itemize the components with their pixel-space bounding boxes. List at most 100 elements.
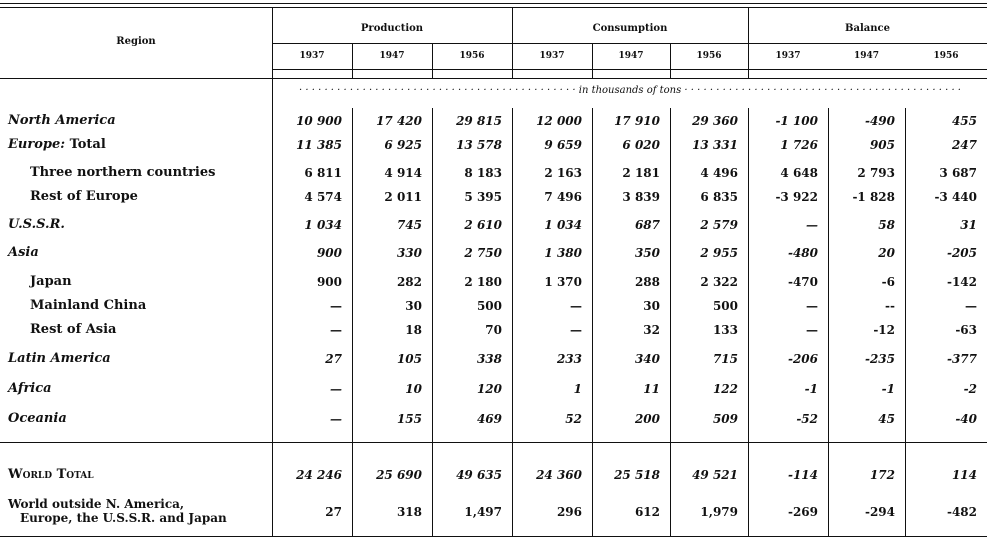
table-cell: — <box>570 323 582 337</box>
table-cell: 133 <box>712 323 738 337</box>
table-cell: 2 610 <box>464 218 502 232</box>
table-cell: — <box>806 323 818 337</box>
column-rule <box>352 108 353 536</box>
table-cell: 340 <box>634 352 660 366</box>
row-label: Latin America <box>8 351 111 366</box>
table-cell: 1 370 <box>544 275 582 289</box>
table-cell: — <box>330 412 342 426</box>
table-cell: 2 181 <box>622 166 660 180</box>
column-rule <box>272 7 273 536</box>
table-cell: 612 <box>634 505 660 519</box>
table-cell: 687 <box>634 218 660 232</box>
table-cell: 233 <box>556 352 582 366</box>
row-label: Europe, the U.S.S.R. and Japan <box>20 511 227 525</box>
row-label: Japan <box>30 274 72 289</box>
table-cell: -3 440 <box>934 190 977 204</box>
year-header: 1956 <box>933 51 959 61</box>
column-rule <box>592 108 593 536</box>
table-cell: 6 811 <box>304 166 342 180</box>
table-cell: 30 <box>405 299 422 313</box>
table-cell: 58 <box>878 218 895 232</box>
table-cell: 10 <box>405 382 422 396</box>
table-cell: 900 <box>316 275 342 289</box>
table-cell: 122 <box>712 382 738 396</box>
table-cell: 1 726 <box>780 138 818 152</box>
row-label: Oceania <box>8 411 67 426</box>
rule <box>272 43 987 44</box>
rule <box>0 3 987 4</box>
row-label: Mainland China <box>30 298 147 313</box>
table-cell: -40 <box>955 412 977 426</box>
table-cell: -6 <box>881 275 895 289</box>
table-cell: 455 <box>951 114 977 128</box>
table-cell: 105 <box>396 352 422 366</box>
table-cell: -269 <box>787 505 818 519</box>
table-cell: -482 <box>946 505 977 519</box>
year-header: 1937 <box>775 51 801 61</box>
table-cell: 155 <box>396 412 422 426</box>
table-cell: 3 687 <box>939 166 977 180</box>
table-cell: 20 <box>878 246 895 260</box>
table-cell: 318 <box>396 505 422 519</box>
table-cell: 11 <box>643 382 660 396</box>
table-cell: 2 793 <box>857 166 895 180</box>
table-cell: 2 322 <box>700 275 738 289</box>
table-cell: -63 <box>955 323 977 337</box>
table-cell: 2 579 <box>700 218 738 232</box>
table-cell: 32 <box>643 323 660 337</box>
column-rule <box>352 44 353 78</box>
table-cell: 27 <box>325 505 342 519</box>
table-cell: 6 020 <box>622 138 660 152</box>
table-cell: 715 <box>712 352 738 366</box>
row-label: Rest of Asia <box>30 322 117 337</box>
table-cell: 27 <box>325 352 342 366</box>
table-cell: 1 034 <box>544 218 582 232</box>
table-cell: -- <box>885 299 895 313</box>
table-cell: — <box>806 299 818 313</box>
table-cell: 247 <box>951 138 977 152</box>
table-cell: — <box>806 218 818 232</box>
table-cell: 200 <box>634 412 660 426</box>
table-cell: 52 <box>565 412 582 426</box>
table-cell: -12 <box>873 323 895 337</box>
year-header: 1937 <box>299 51 325 61</box>
table-cell: — <box>330 382 342 396</box>
table-cell: — <box>965 299 977 313</box>
table-cell: -1 <box>804 382 818 396</box>
table-cell: 13 578 <box>456 138 502 152</box>
table-cell: 12 000 <box>536 114 582 128</box>
table-cell: -470 <box>787 275 818 289</box>
year-header: 1937 <box>539 51 565 61</box>
year-header: 1947 <box>618 51 644 61</box>
table-cell: -490 <box>864 114 895 128</box>
table-cell: 4 648 <box>780 166 818 180</box>
rule <box>0 536 987 537</box>
table-cell: 17 420 <box>376 114 422 128</box>
table-cell: — <box>330 323 342 337</box>
column-rule <box>670 44 671 78</box>
table-cell: 30 <box>643 299 660 313</box>
table-cell: 330 <box>396 246 422 260</box>
table-cell: 1,497 <box>464 505 502 519</box>
table-cell: 24 246 <box>296 468 342 482</box>
table-cell: 469 <box>476 412 502 426</box>
region-header: Region <box>116 36 156 47</box>
table-cell: -114 <box>787 468 818 482</box>
table-cell: 282 <box>396 275 422 289</box>
table-cell: -205 <box>946 246 977 260</box>
table-cell: 24 360 <box>536 468 582 482</box>
column-rule <box>592 44 593 78</box>
table-cell: 2 180 <box>464 275 502 289</box>
row-label: Asia <box>8 245 39 260</box>
table-cell: 29 360 <box>692 114 738 128</box>
table-cell: 31 <box>960 218 977 232</box>
table-cell: 5 395 <box>464 190 502 204</box>
row-label: Africa <box>8 381 52 396</box>
table-cell: 338 <box>476 352 502 366</box>
table-cell: -235 <box>864 352 895 366</box>
table-cell: 11 385 <box>296 138 342 152</box>
year-header: 1947 <box>853 51 880 61</box>
column-rule <box>432 108 433 536</box>
table-cell: 1 380 <box>544 246 582 260</box>
table-cell: -377 <box>946 352 977 366</box>
